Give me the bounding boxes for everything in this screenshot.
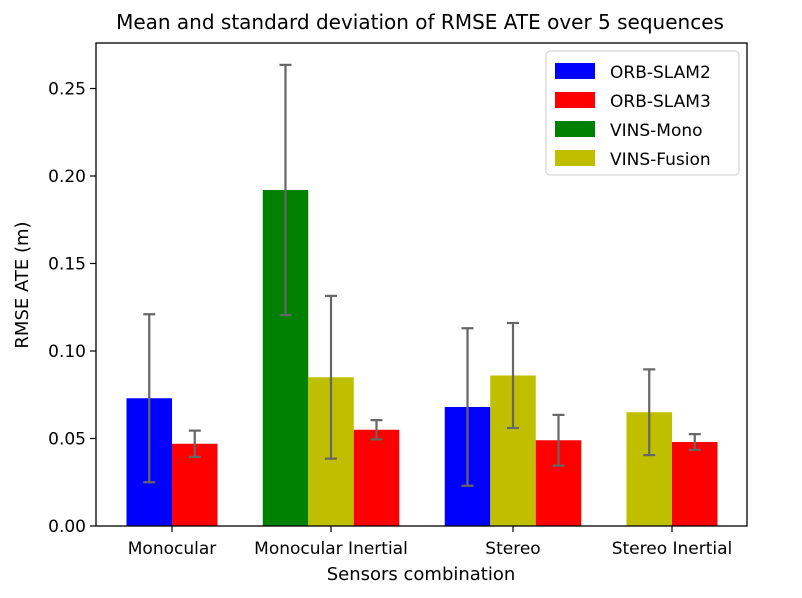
legend-swatch: [555, 150, 595, 166]
error-bar-monocular-inertial-vins-mono: [279, 63, 292, 317]
x-tick-label: Monocular Inertial: [254, 539, 408, 559]
error-bar-stereo-inertial-vins-fusion: [643, 368, 656, 457]
legend-swatch: [555, 92, 595, 108]
error-bar-monocular-inertial-vins-fusion: [325, 294, 337, 460]
y-axis: 0.00 0.05 0.10 0.15 0.20 0.25: [48, 80, 96, 537]
legend-label: ORB-SLAM3: [610, 92, 711, 112]
y-tick-label: 0.05: [48, 430, 86, 450]
y-tick-label: 0.20: [48, 167, 86, 187]
legend-frame: [545, 50, 740, 176]
y-tick-label: 0.15: [48, 255, 86, 275]
chart-title: Mean and standard deviation of RMSE ATE …: [116, 10, 724, 34]
bar-stereo-inertial-orb-slam3: [672, 442, 718, 526]
legend-item-vins-fusion: VINS-Fusion: [555, 150, 711, 170]
y-tick-label: 0.10: [48, 342, 86, 362]
legend-swatch: [555, 121, 595, 137]
x-tick-label: Monocular: [128, 539, 217, 559]
error-bar-stereo-orb-slam2: [461, 327, 474, 487]
error-bar-monocular-orb-slam2: [143, 313, 156, 484]
legend: ORB-SLAM2 ORB-SLAM3 VINS-Mono VINS-Fusion: [545, 50, 740, 176]
error-bar-monocular-orb-slam3: [188, 429, 201, 458]
x-tick-label: Stereo Inertial: [612, 539, 733, 559]
error-bar-stereo-inertial-orb-slam3: [688, 433, 701, 451]
bar-monocular-inertial-orb-slam3: [353, 429, 400, 526]
error-bar-monocular-inertial-orb-slam3: [370, 419, 383, 441]
legend-label: VINS-Mono: [610, 121, 703, 141]
y-tick-label: 0.00: [48, 517, 86, 537]
error-bar-stereo-vins-fusion: [507, 321, 519, 430]
y-tick-label: 0.25: [48, 80, 86, 100]
legend-swatch: [555, 63, 595, 79]
error-bar-stereo-orb-slam3: [552, 413, 565, 467]
x-tick-label: Stereo: [485, 539, 540, 559]
x-axis: Monocular Monocular Inertial Stereo Stereo …: [128, 526, 733, 559]
legend-label: ORB-SLAM2: [610, 63, 711, 83]
legend-label: VINS-Fusion: [610, 150, 711, 170]
legend-item-orb-slam3: ORB-SLAM3: [555, 92, 711, 112]
plot-frame: [95, 42, 748, 527]
y-axis-label: RMSE ATE (m): [12, 221, 33, 348]
legend-item-vins-mono: VINS-Mono: [555, 121, 703, 141]
legend-item-orb-slam2: ORB-SLAM2: [555, 63, 711, 83]
x-axis-label: Sensors combination: [327, 564, 516, 585]
plot-area: [126, 63, 718, 526]
